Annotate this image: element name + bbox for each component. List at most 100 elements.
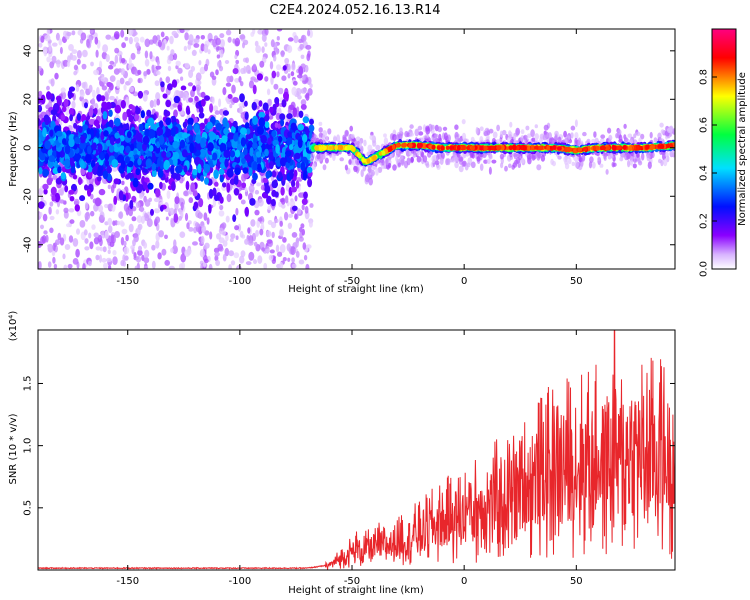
ridge-halo: [416, 156, 422, 163]
noise-blob-dense: [295, 180, 300, 189]
band-blob: [61, 138, 67, 145]
noise-blob: [215, 259, 221, 266]
noise-blob-dense: [200, 91, 206, 98]
noise-blob: [254, 189, 260, 195]
ridge-halo: [358, 142, 363, 148]
ridge-halo: [605, 169, 609, 175]
ridge-halo: [372, 140, 377, 147]
noise-blob-dense: [144, 177, 150, 183]
band-blob: [139, 123, 144, 132]
band-blob: [297, 124, 305, 131]
noise-blob: [41, 235, 47, 244]
noise-blob: [137, 249, 143, 256]
band-blob: [212, 152, 218, 161]
band-blob: [179, 139, 186, 149]
noise-blob-dense: [182, 121, 188, 129]
noise-blob: [120, 68, 126, 76]
noise-blob: [300, 88, 307, 94]
noise-blob: [139, 36, 145, 43]
noise-blob: [89, 241, 94, 250]
band-blob: [243, 147, 248, 156]
noise-blob: [110, 234, 114, 244]
noise-blob-dense: [227, 94, 233, 99]
band-blob: [137, 158, 142, 166]
noise-blob: [76, 50, 82, 59]
noise-blob: [66, 31, 72, 37]
noise-blob: [156, 98, 161, 106]
noise-blob: [146, 218, 153, 228]
noise-blob-dense: [137, 90, 144, 99]
noise-blob: [167, 65, 172, 72]
band-blob: [264, 121, 270, 129]
band-blob: [102, 170, 109, 180]
band-blob: [120, 160, 126, 169]
noise-blob-dense: [214, 194, 219, 202]
band-blob: [309, 118, 314, 125]
noise-blob: [245, 64, 251, 74]
ridge-halo: [534, 133, 539, 140]
noise-blob: [224, 247, 230, 257]
noise-blob: [149, 51, 153, 60]
noise-blob-dense: [270, 122, 276, 130]
noise-blob: [166, 190, 171, 200]
noise-blob: [136, 50, 141, 55]
noise-blob: [267, 205, 272, 211]
noise-blob: [62, 253, 66, 260]
noise-blob: [234, 37, 241, 47]
noise-blob: [137, 69, 142, 75]
band-blob: [157, 157, 162, 167]
noise-blob: [172, 103, 178, 108]
noise-blob: [135, 255, 142, 263]
noise-blob: [42, 213, 48, 222]
ridge-halo: [442, 126, 448, 131]
noise-blob: [112, 256, 118, 265]
noise-blob: [302, 242, 307, 250]
noise-blob-dense: [307, 178, 313, 188]
noise-blob: [287, 73, 291, 79]
noise-blob: [169, 35, 174, 45]
noise-blob: [279, 229, 284, 237]
band-blob: [302, 134, 308, 143]
band-blob: [294, 152, 301, 160]
noise-blob: [184, 249, 191, 257]
noise-blob: [55, 32, 60, 41]
band-blob: [126, 131, 132, 139]
noise-blob: [197, 80, 202, 85]
noise-blob: [167, 54, 174, 61]
ridge-halo: [431, 155, 436, 164]
ridge-halo: [327, 128, 332, 135]
ridge-halo: [520, 129, 525, 135]
noise-blob-dense: [68, 189, 75, 195]
band-blob: [113, 117, 121, 127]
band-blob: [108, 144, 115, 153]
noise-blob-dense: [159, 205, 164, 212]
noise-blob: [270, 76, 274, 85]
band-blob: [194, 123, 200, 134]
noise-blob: [268, 254, 274, 261]
noise-blob: [114, 231, 120, 238]
band-blob: [42, 127, 47, 138]
noise-blob: [236, 265, 241, 269]
noise-blob: [287, 222, 293, 229]
noise-blob: [295, 250, 300, 258]
noise-blob: [165, 76, 171, 84]
noise-blob-dense: [54, 192, 61, 203]
noise-blob-dense: [78, 177, 82, 185]
noise-blob: [108, 265, 112, 269]
band-blob: [144, 123, 149, 130]
noise-blob: [291, 263, 297, 269]
band-blob: [285, 150, 292, 157]
noise-blob-dense: [241, 182, 247, 189]
noise-blob-dense: [174, 196, 180, 205]
noise-blob: [155, 240, 160, 249]
noise-blob: [291, 232, 298, 238]
noise-blob-dense: [194, 95, 199, 102]
noise-blob: [294, 195, 298, 202]
noise-blob: [273, 55, 277, 62]
ridge-halo: [488, 166, 492, 175]
band-blob: [102, 111, 108, 120]
noise-blob: [71, 49, 78, 54]
noise-blob: [261, 33, 267, 42]
noise-blob: [278, 87, 284, 95]
noise-blob: [156, 70, 161, 76]
